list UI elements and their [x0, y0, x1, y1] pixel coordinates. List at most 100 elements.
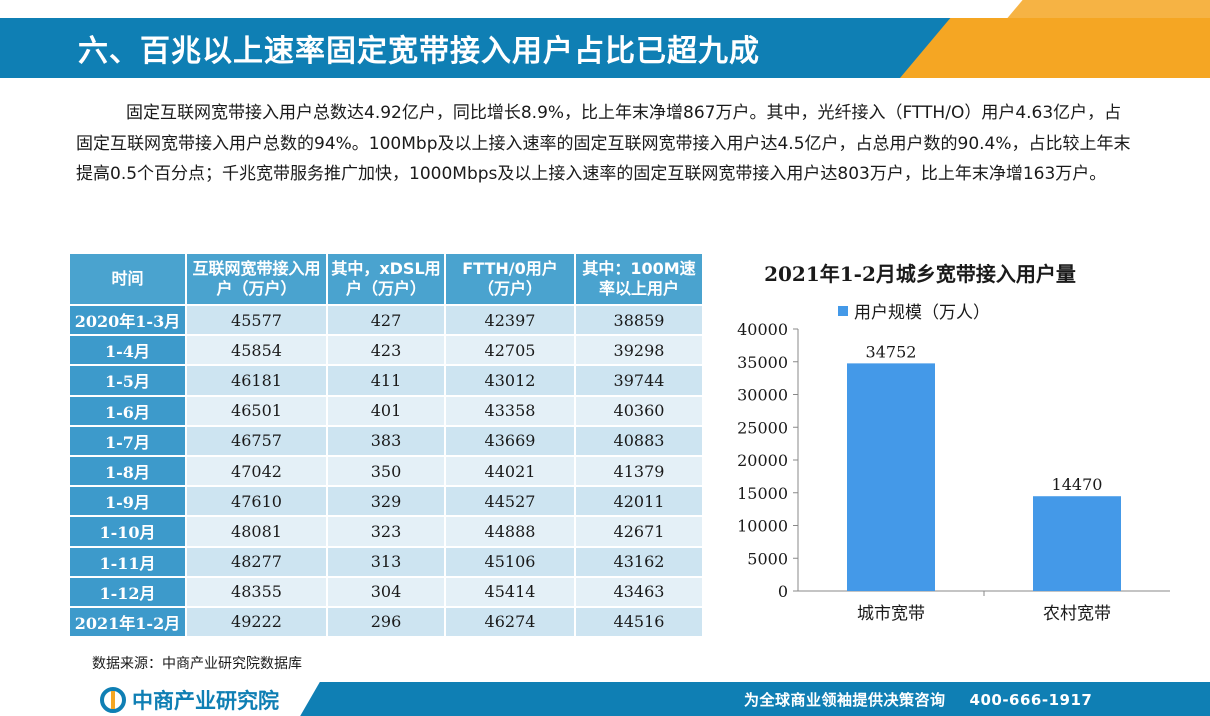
table-cell: 411 — [327, 365, 446, 397]
header-banner: 六、百兆以上速率固定宽带接入用户占比已超九成 — [0, 0, 1210, 80]
table-cell: 43162 — [575, 546, 704, 578]
table-cell: 41379 — [575, 455, 704, 488]
row-time-cell: 1-9月 — [70, 486, 187, 518]
summary-paragraph: 固定互联网宽带接入用户总数达4.92亿户，同比增长8.9%，比上年末净增867万… — [76, 103, 1131, 184]
footer-phone: 400-666-1917 — [969, 691, 1093, 709]
table-row: 1-5月 46181 411 43012 39744 — [70, 365, 704, 397]
table-row: 1-11月 48277 313 45106 43162 — [70, 546, 704, 578]
y-tick-label: 35000 — [737, 353, 788, 372]
table-cell: 46274 — [445, 606, 576, 639]
table-cell: 43669 — [445, 425, 576, 457]
table-row: 1-10月 48081 323 44888 42671 — [70, 516, 704, 548]
logo-icon — [100, 687, 126, 713]
bar-chart: 0 5000 10000 15000 20000 25000 30000 35000 40000… — [737, 320, 1170, 624]
table-header-cell: 互联网宽带接入用户（万户） — [186, 254, 328, 306]
footer-bar — [330, 682, 1210, 716]
table-cell: 423 — [327, 335, 446, 367]
row-time-cell: 1-10月 — [70, 516, 187, 548]
y-tick-label: 10000 — [737, 517, 788, 536]
table-cell: 45414 — [445, 576, 576, 608]
table-cell: 45106 — [445, 546, 576, 578]
row-time-cell: 1-5月 — [70, 365, 187, 397]
table-cell: 46181 — [186, 365, 328, 397]
table-cell: 44021 — [445, 455, 576, 488]
table-cell: 47042 — [186, 455, 328, 488]
table-cell: 48081 — [186, 516, 328, 548]
table-cell: 45854 — [186, 335, 328, 367]
y-tick-label: 15000 — [737, 484, 788, 503]
table-cell: 313 — [327, 546, 446, 578]
table-row: 2020年1-3月 45577 427 42397 38859 — [70, 305, 704, 337]
table-cell: 43358 — [445, 395, 576, 427]
table-cell: 45577 — [186, 305, 328, 337]
bar — [847, 363, 935, 591]
table-cell: 40360 — [575, 395, 704, 427]
y-tick-label: 40000 — [737, 320, 788, 339]
table-body: 2020年1-3月 45577 427 42397 38859 1-4月 45854 423 4… — [70, 305, 704, 639]
footer-slogan: 为全球商业领袖提供决策咨询 — [744, 691, 946, 709]
table-row: 1-8月 47042 350 44021 41379 — [70, 455, 704, 488]
table-cell: 42671 — [575, 516, 704, 548]
table-cell: 323 — [327, 516, 446, 548]
row-time-cell: 1-4月 — [70, 335, 187, 367]
row-time-cell: 1-12月 — [70, 576, 187, 608]
table-cell: 48355 — [186, 576, 328, 608]
logo-text: 中商产业研究院 — [132, 689, 279, 713]
table-row: 2021年1-2月 49222 296 46274 44516 — [70, 606, 704, 639]
table-cell: 42011 — [575, 486, 704, 518]
table-header-cell: 时间 — [70, 254, 187, 306]
y-tick-label: 5000 — [747, 549, 788, 568]
y-tick-label: 25000 — [737, 418, 788, 437]
table-row: 1-12月 48355 304 45414 43463 — [70, 576, 704, 608]
table-cell: 44888 — [445, 516, 576, 548]
footer-logo: 中商产业研究院 — [100, 685, 279, 715]
table-cell: 296 — [327, 606, 446, 639]
row-time-cell: 2021年1-2月 — [70, 606, 187, 639]
footer: 中商产业研究院 为全球商业领袖提供决策咨询 400-666-1917 — [0, 682, 1210, 716]
row-time-cell: 1-11月 — [70, 546, 187, 578]
page-title: 六、百兆以上速率固定宽带接入用户占比已超九成 — [78, 34, 760, 69]
row-time-cell: 1-6月 — [70, 395, 187, 427]
broadband-table: 时间 互联网宽带接入用户（万户） 其中，xDSL用户（万户） FTTH/0用户（… — [70, 254, 704, 639]
table-cell: 46757 — [186, 425, 328, 457]
table-cell: 329 — [327, 486, 446, 518]
table-cell: 40883 — [575, 425, 704, 457]
legend-label: 用户规模（万人） — [854, 303, 990, 323]
y-tick-label: 20000 — [737, 451, 788, 470]
table-row: 1-9月 47610 329 44527 42011 — [70, 486, 704, 518]
table-cell: 46501 — [186, 395, 328, 427]
table-row: 1-7月 46757 383 43669 40883 — [70, 425, 704, 457]
table-cell: 49222 — [186, 606, 328, 639]
table-cell: 42705 — [445, 335, 576, 367]
table-cell: 401 — [327, 395, 446, 427]
x-tick-label: 城市宽带 — [857, 604, 925, 624]
x-tick-label: 农村宽带 — [1043, 604, 1111, 624]
table-cell: 39298 — [575, 335, 704, 367]
footer-contact: 为全球商业领袖提供决策咨询 400-666-1917 — [744, 689, 1092, 710]
row-time-cell: 1-7月 — [70, 425, 187, 457]
y-tick-label: 30000 — [737, 386, 788, 405]
table-cell: 350 — [327, 455, 446, 488]
chart-legend: 用户规模（万人） — [838, 298, 990, 323]
row-time-cell: 1-8月 — [70, 455, 187, 488]
table-row: 1-6月 46501 401 43358 40360 — [70, 395, 704, 427]
table-cell: 48277 — [186, 546, 328, 578]
table-cell: 427 — [327, 305, 446, 337]
data-source: 数据来源：中商产业研究院数据库 — [92, 656, 302, 672]
table-header-cell: 其中，xDSL用户（万户） — [327, 254, 446, 306]
table-cell: 44516 — [575, 606, 704, 639]
table-cell: 47610 — [186, 486, 328, 518]
table-cell: 304 — [327, 576, 446, 608]
header-accent — [900, 18, 1210, 78]
y-tick-label: 0 — [778, 582, 788, 601]
table-cell: 42397 — [445, 305, 576, 337]
table-cell: 44527 — [445, 486, 576, 518]
table-row: 1-4月 45854 423 42705 39298 — [70, 335, 704, 367]
data-label: 14470 — [1052, 475, 1103, 494]
table-cell: 43463 — [575, 576, 704, 608]
legend-swatch — [838, 305, 848, 316]
chart-title: 2021年1-2月城乡宽带接入用户量 — [764, 262, 1076, 286]
data-label: 34752 — [866, 342, 917, 361]
table-cell: 383 — [327, 425, 446, 457]
table-cell: 39744 — [575, 365, 704, 397]
